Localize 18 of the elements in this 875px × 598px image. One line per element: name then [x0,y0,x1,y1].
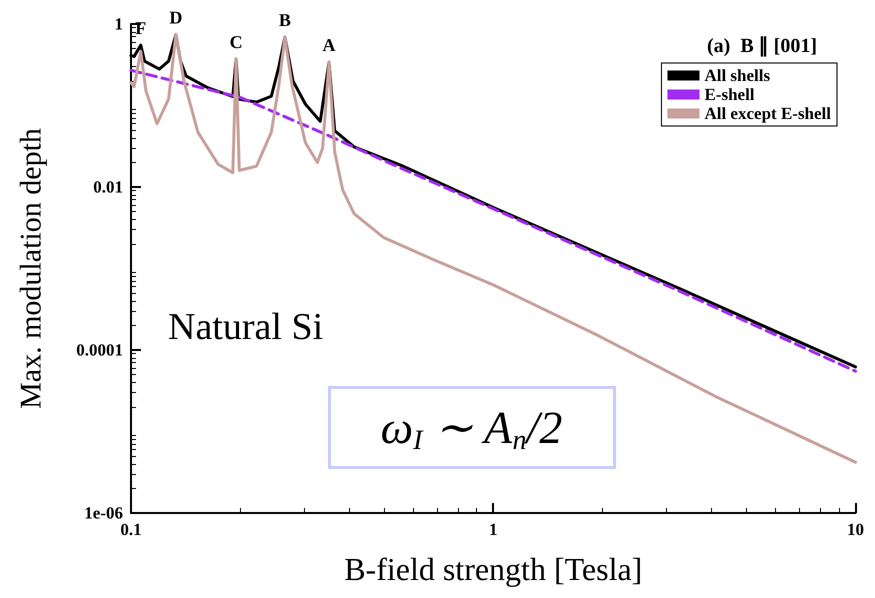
y-tick-label: 1 [114,14,123,34]
y-tick-label: 0.01 [93,178,123,196]
legend-label: All shells [704,66,770,85]
annotation: D [169,8,182,28]
x-tick-label: 10 [847,520,864,539]
x-tick-label: 1 [489,520,498,539]
x-axis-title: B-field strength [Tesla] [344,551,642,587]
annotation: B [278,10,291,30]
y-tick-label: 1e-06 [84,504,123,522]
legend-label: All except E-shell [704,104,832,123]
x-tick-label: 0.1 [120,520,142,539]
legend-label: E-shell [704,85,755,104]
y-axis-title: Max. modulation depth [14,128,48,409]
annotation: C [230,32,243,52]
y-tick-label: 0.0001 [76,340,123,360]
legend-title: (a) B ∥ [001] [707,35,818,57]
annotation: A [322,35,336,56]
annotation: Natural Si [168,306,324,348]
